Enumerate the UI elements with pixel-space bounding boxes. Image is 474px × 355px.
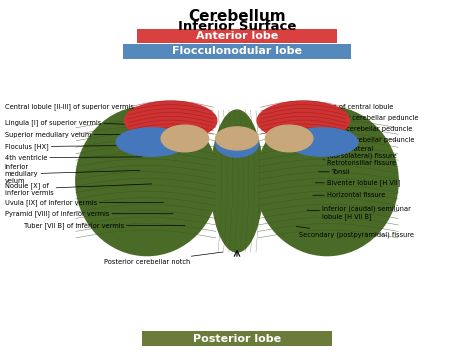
Text: Cerebellum: Cerebellum [188,9,286,24]
Text: Pyramid [VIII] of inferior vermis: Pyramid [VIII] of inferior vermis [5,210,173,217]
Text: Posterolateral
(dorsolateral) fissure: Posterolateral (dorsolateral) fissure [320,146,397,159]
Text: Lingula [I] of superior vermis: Lingula [I] of superior vermis [5,119,161,126]
Text: Horizontal fissure: Horizontal fissure [313,192,385,198]
Text: Central lobule [II-III] of superior vermis: Central lobule [II-III] of superior verm… [5,103,182,114]
Text: Flocculonodular lobe: Flocculonodular lobe [172,47,302,56]
Ellipse shape [211,110,263,252]
Text: Retrotonsillar fissure: Retrotonsillar fissure [323,160,396,166]
Ellipse shape [257,101,350,140]
Text: Secondary (postpyramidal) fissure: Secondary (postpyramidal) fissure [296,226,414,237]
Text: Inferior cerebellar peduncle: Inferior cerebellar peduncle [315,137,415,143]
Ellipse shape [216,130,258,157]
Text: Superior medullary velum: Superior medullary velum [5,132,152,138]
Text: Superior cerebellar peduncle: Superior cerebellar peduncle [303,115,419,122]
Text: Nodule [X] of
inferior vermis: Nodule [X] of inferior vermis [5,182,152,196]
Text: Inferior
medullary
velum: Inferior medullary velum [5,164,140,184]
Text: Floculus [HX]: Floculus [HX] [5,143,128,150]
Text: Middle cerebellar peduncle: Middle cerebellar peduncle [310,126,413,132]
Text: Tonsil: Tonsil [319,169,350,175]
FancyBboxPatch shape [137,29,337,43]
Ellipse shape [216,127,258,150]
Text: Posterior lobe: Posterior lobe [193,334,281,344]
FancyBboxPatch shape [123,44,351,59]
Text: Inferior Surface: Inferior Surface [178,20,296,33]
Ellipse shape [161,125,209,152]
Text: Biventer lobule [H VII]: Biventer lobule [H VII] [315,179,401,186]
Text: Uvula [IX] of inferior vermis: Uvula [IX] of inferior vermis [5,199,164,206]
Ellipse shape [287,128,358,156]
Ellipse shape [116,128,187,156]
Text: Tuber [VII B] of inferior vermis: Tuber [VII B] of inferior vermis [24,222,185,229]
Ellipse shape [265,125,313,152]
FancyBboxPatch shape [142,331,332,346]
Ellipse shape [256,106,398,256]
Ellipse shape [76,106,218,256]
Text: Ving of central lobule: Ving of central lobule [292,104,394,114]
Text: Posterior cerebellar notch: Posterior cerebellar notch [104,252,223,265]
Ellipse shape [124,101,217,140]
Text: 4th ventricle: 4th ventricle [5,155,142,160]
Text: Anterior lobe: Anterior lobe [196,31,278,41]
Text: Inferior (caudal) semilunar
lobule [H VII B]: Inferior (caudal) semilunar lobule [H VI… [307,206,411,220]
